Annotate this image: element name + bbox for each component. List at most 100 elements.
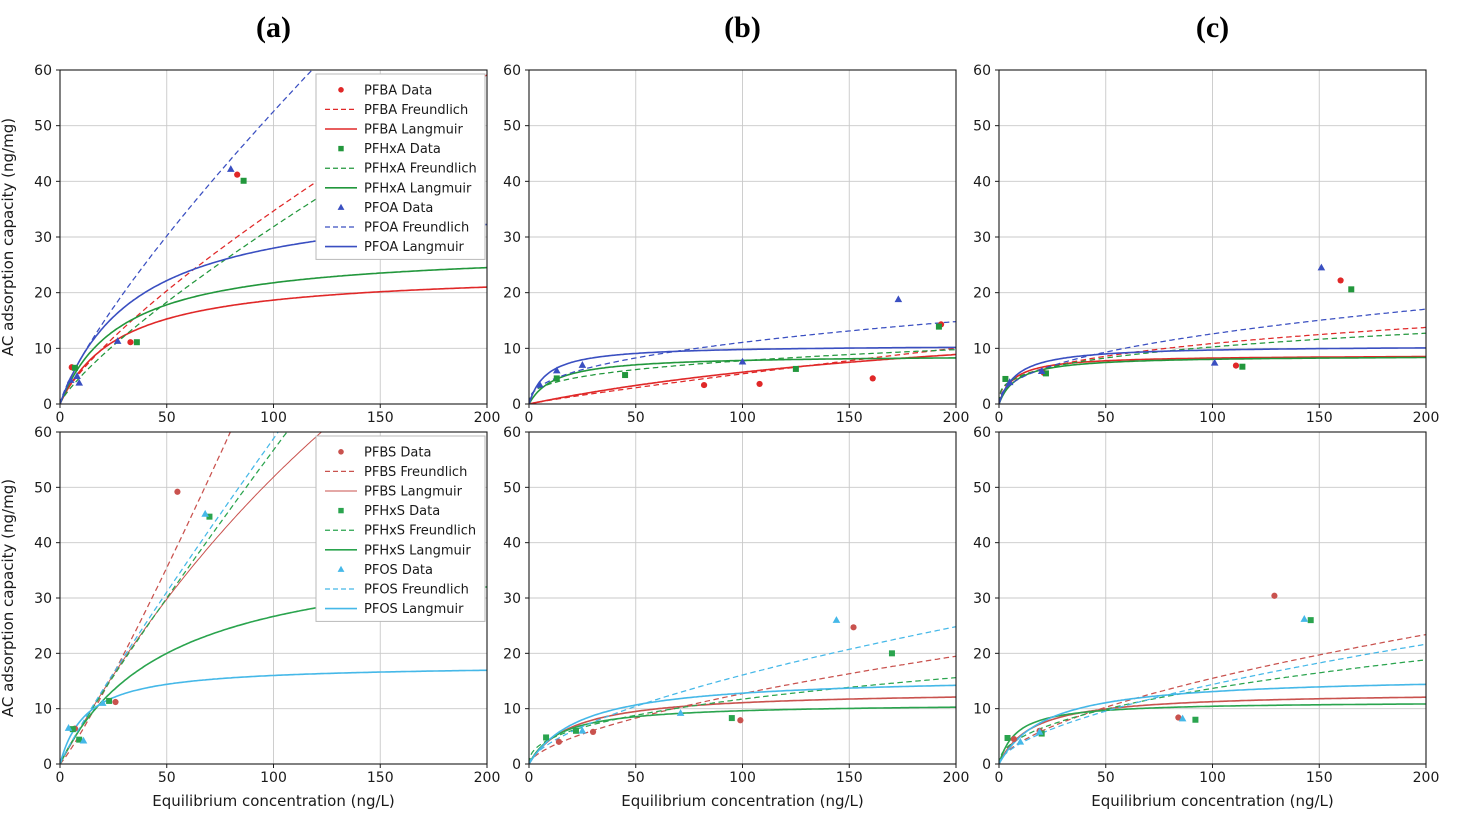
- svg-text:40: 40: [503, 174, 521, 190]
- legend: PFBA Data PFBA Freundlich PFBA Langmuir PFH…: [315, 73, 486, 260]
- svg-text:50: 50: [503, 480, 521, 496]
- pfos-freundlich-curve: [999, 643, 1426, 764]
- svg-text:200: 200: [1413, 410, 1440, 426]
- pfbs-langmuir-curve: [60, 432, 323, 764]
- pfos-freundlich-curve: [60, 432, 279, 764]
- tick-labels: 0 50 100 150 200 0 10 20 30 40 50 60: [503, 63, 969, 426]
- svg-text:10: 10: [34, 341, 52, 357]
- svg-text:150: 150: [1306, 770, 1333, 786]
- svg-text:150: 150: [836, 770, 863, 786]
- svg-text:30: 30: [503, 591, 521, 607]
- svg-text:50: 50: [1097, 770, 1115, 786]
- svg-text:50: 50: [503, 119, 521, 135]
- pfos-langmuir-curve: [60, 669, 487, 764]
- pfos-data-points: [1016, 615, 1309, 745]
- pfhxs-data-points: [69, 513, 213, 743]
- pfbs-data-points: [1010, 592, 1278, 743]
- panel-title-a: (a): [256, 11, 291, 44]
- svg-text:0: 0: [56, 410, 65, 426]
- subplot-carboxylates-c: 0 50 100 150 200 0 10 20 30 40 50 60: [973, 63, 1439, 426]
- svg-text:40: 40: [973, 174, 991, 190]
- svg-text:10: 10: [503, 702, 521, 718]
- svg-text:50: 50: [627, 410, 645, 426]
- model-curves: [999, 633, 1426, 764]
- pfos-langmuir-curve: [529, 684, 956, 764]
- svg-text:PFOA Langmuir: PFOA Langmuir: [364, 240, 465, 255]
- subplot-carboxylates-a: 0 50 100 150 200 0 10 20 30 40 50 60 AC adsorption c…: [0, 63, 500, 426]
- svg-text:100: 100: [260, 410, 287, 426]
- panel-title-b: (b): [724, 11, 761, 44]
- pfbs-data-points: [71, 488, 181, 732]
- pfhxa-data-points: [1002, 286, 1355, 382]
- svg-text:PFOA Freundlich: PFOA Freundlich: [364, 221, 469, 236]
- svg-text:PFOA Data: PFOA Data: [364, 201, 433, 216]
- pfhxs-langmuir-curve: [529, 706, 956, 764]
- pfhxa-freundlich-curve: [60, 94, 487, 404]
- pfoa-data-points: [66, 165, 235, 386]
- tick-labels: 0 50 100 150 200 0 10 20 30 40 50 60: [503, 425, 969, 786]
- svg-text:PFHxA Data: PFHxA Data: [364, 142, 441, 157]
- svg-text:50: 50: [627, 770, 645, 786]
- gridlines: [528, 431, 957, 765]
- pfba-data-points: [68, 171, 241, 371]
- svg-text:40: 40: [34, 536, 52, 552]
- svg-text:40: 40: [973, 536, 991, 552]
- pfoa-freundlich-curve: [529, 320, 956, 404]
- svg-text:30: 30: [34, 230, 52, 246]
- svg-text:150: 150: [367, 410, 394, 426]
- svg-text:60: 60: [973, 63, 991, 79]
- svg-text:100: 100: [260, 770, 287, 786]
- svg-text:PFBS Data: PFBS Data: [364, 445, 431, 460]
- svg-text:0: 0: [982, 757, 991, 773]
- tick-labels: 0 50 100 150 200 0 10 20 30 40 50 60: [973, 63, 1439, 426]
- svg-text:PFHxA Freundlich: PFHxA Freundlich: [364, 162, 477, 177]
- svg-text:0: 0: [995, 410, 1004, 426]
- pfba-data-points: [700, 321, 945, 389]
- pfhxs-data-points: [1004, 617, 1314, 741]
- svg-text:PFOS Data: PFOS Data: [364, 563, 433, 578]
- subplot-carboxylates-b: 0 50 100 150 200 0 10 20 30 40 50 60: [503, 63, 969, 426]
- svg-text:100: 100: [729, 410, 756, 426]
- svg-text:50: 50: [158, 410, 176, 426]
- svg-text:60: 60: [34, 425, 52, 441]
- svg-text:20: 20: [973, 286, 991, 302]
- svg-text:50: 50: [34, 480, 52, 496]
- pfhxa-langmuir-curve: [60, 266, 487, 404]
- pfba-langmuir-curve: [60, 286, 487, 404]
- svg-text:10: 10: [973, 702, 991, 718]
- svg-text:40: 40: [503, 536, 521, 552]
- svg-text:10: 10: [973, 341, 991, 357]
- gridlines: [998, 69, 1427, 405]
- pfoa-langmuir-curve: [529, 346, 956, 404]
- svg-text:10: 10: [503, 341, 521, 357]
- pfhxa-langmuir-curve: [999, 356, 1426, 404]
- svg-text:200: 200: [943, 410, 970, 426]
- pfba-freundlich-curve: [529, 347, 956, 404]
- pfhxs-freundlich-curve: [529, 676, 956, 764]
- tick-labels: 0 50 100 150 200 0 10 20 30 40 50 60: [34, 63, 500, 426]
- svg-text:200: 200: [943, 770, 970, 786]
- pfbs-data-points: [555, 624, 857, 745]
- pfbs-langmuir-curve: [999, 696, 1426, 764]
- svg-text:200: 200: [1413, 770, 1440, 786]
- model-curves: [529, 626, 956, 764]
- pfos-freundlich-curve: [529, 626, 956, 764]
- svg-text:20: 20: [503, 286, 521, 302]
- pfhxa-data-points: [553, 323, 942, 382]
- svg-text:50: 50: [1097, 410, 1115, 426]
- svg-text:100: 100: [1199, 770, 1226, 786]
- svg-text:PFOS Freundlich: PFOS Freundlich: [364, 583, 469, 598]
- svg-text:40: 40: [34, 174, 52, 190]
- svg-text:PFBS Freundlich: PFBS Freundlich: [364, 465, 467, 480]
- svg-text:50: 50: [158, 770, 176, 786]
- pfba-langmuir-curve: [529, 353, 956, 404]
- svg-text:PFHxS Freundlich: PFHxS Freundlich: [364, 524, 476, 539]
- svg-text:0: 0: [512, 757, 521, 773]
- svg-text:0: 0: [43, 397, 52, 413]
- pfhxs-freundlich-curve: [999, 659, 1426, 764]
- tick-labels: 0 50 100 150 200 0 10 20 30 40 50 60: [34, 425, 500, 786]
- svg-text:10: 10: [34, 702, 52, 718]
- svg-text:20: 20: [34, 286, 52, 302]
- svg-text:PFBA Data: PFBA Data: [364, 83, 432, 98]
